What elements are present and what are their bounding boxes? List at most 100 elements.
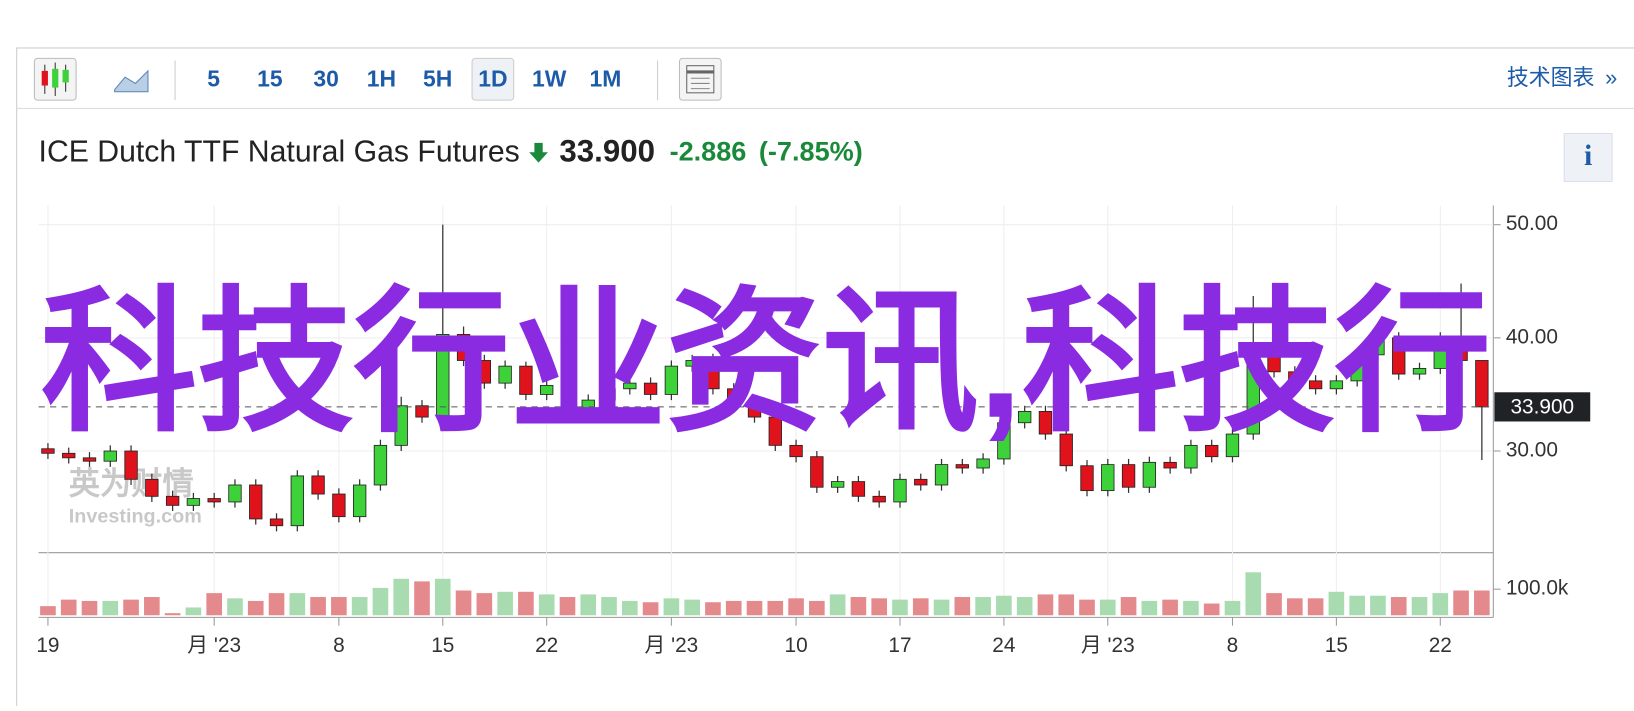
volume-bar (1058, 594, 1075, 616)
candle-body (1475, 360, 1489, 408)
interval-group: 5 15 30 1H 5H 1D 1W 1M (207, 57, 622, 101)
volume-bar (559, 597, 576, 616)
volume-bar (933, 599, 950, 616)
interval-button[interactable]: 1H (367, 65, 396, 91)
interval-button[interactable]: 30 (313, 65, 338, 91)
candle-body (1350, 354, 1364, 382)
candle-body (1080, 465, 1094, 492)
volume-bar (206, 593, 223, 616)
icon (52, 68, 59, 88)
volume-bar (850, 597, 867, 616)
volume-bar (1390, 597, 1407, 616)
candle-body (62, 452, 76, 459)
volume-bar (1453, 590, 1469, 616)
candle-body (1454, 337, 1468, 361)
interval-button[interactable]: 1W (532, 65, 567, 91)
volume-bar (1411, 597, 1428, 616)
candle-body (643, 382, 658, 395)
candle-body (830, 481, 845, 488)
volume-tick-label: 100.0k (1506, 577, 1569, 600)
candle-body (1059, 433, 1073, 467)
volume-bar (975, 597, 991, 616)
candle-body (581, 399, 595, 412)
candle-body (768, 416, 782, 446)
volume-bar (538, 594, 555, 616)
volume-bar (227, 598, 243, 616)
volume-bar (601, 597, 617, 616)
volume-bar (580, 594, 597, 616)
candle-body (914, 478, 928, 486)
x-tick-label: 月 '23 (1081, 634, 1135, 657)
candle-body (1329, 380, 1344, 390)
icon (686, 65, 715, 94)
candle-body (456, 334, 471, 361)
price-label-bg (1494, 392, 1591, 422)
candle-body (228, 484, 242, 503)
candle-body (165, 495, 180, 506)
volume-bar (247, 600, 264, 616)
x-tick-label: 24 (992, 634, 1015, 657)
volume-bar (414, 581, 430, 616)
candle-body (1225, 433, 1240, 458)
volume-bar (60, 599, 77, 616)
volume-bar (622, 600, 638, 616)
candle-icon-button[interactable] (33, 57, 77, 101)
volume-bar (1099, 599, 1116, 616)
tech-chart-link[interactable]: 技术图表 (1507, 65, 1595, 90)
candle-body (498, 365, 512, 384)
volume-bar (767, 600, 784, 616)
candle-body (685, 360, 699, 367)
interval-button[interactable]: 1M (590, 65, 622, 91)
down-arrow-icon (529, 142, 548, 163)
info-icon[interactable]: i (1584, 140, 1592, 172)
logo-en: Investing.com (69, 505, 202, 527)
x-tick-label: 22 (535, 634, 558, 657)
candle-body (1121, 464, 1136, 488)
layout-button[interactable] (678, 57, 722, 101)
volume-bar (518, 591, 534, 616)
volume-bar (1287, 598, 1303, 616)
volume-bar (144, 597, 160, 616)
x-tick-label: 17 (888, 634, 911, 657)
interval-button[interactable]: 5 (207, 65, 220, 91)
candle-body (269, 518, 284, 527)
volume-bar (310, 597, 326, 616)
interval-button[interactable]: 1D (478, 65, 507, 91)
candle-body (1038, 410, 1053, 435)
candle-body (352, 484, 367, 518)
x-tick-label: 22 (1429, 634, 1452, 657)
candle-body (477, 360, 492, 384)
area-icon-button[interactable] (114, 69, 149, 93)
volume-bar (497, 591, 513, 616)
volume-bar (996, 595, 1012, 616)
volume-bar (331, 597, 347, 616)
icon (62, 69, 69, 83)
x-tick-label: 19 (36, 634, 59, 657)
volume-bar (393, 578, 410, 616)
candle-body (1246, 354, 1260, 435)
info-button[interactable] (1563, 132, 1613, 182)
x-tick-label: 8 (333, 634, 345, 657)
x-tick-label: 10 (784, 634, 807, 657)
volume-bar (1141, 600, 1158, 616)
candle-body (851, 481, 866, 497)
volume-bar (289, 593, 306, 616)
volume-bar (1120, 597, 1137, 616)
interval-button[interactable]: 5H (423, 65, 452, 91)
x-tick-label: 15 (431, 634, 454, 657)
candle-body (540, 384, 554, 395)
candle-body (145, 478, 159, 497)
volume-bar (1037, 594, 1054, 616)
volume-bar (1162, 599, 1178, 616)
candle-body (103, 450, 117, 462)
candle-body (332, 493, 346, 518)
link-arrow[interactable]: » (1605, 65, 1617, 90)
y-tick-label: 50.00 (1506, 212, 1558, 235)
volume-bar (1307, 598, 1324, 616)
volume-bar (351, 597, 368, 616)
candle-body (976, 458, 990, 469)
candle-body (1288, 371, 1302, 382)
interval-button[interactable]: 15 (257, 65, 283, 91)
last-price: 33.900 (559, 134, 655, 169)
